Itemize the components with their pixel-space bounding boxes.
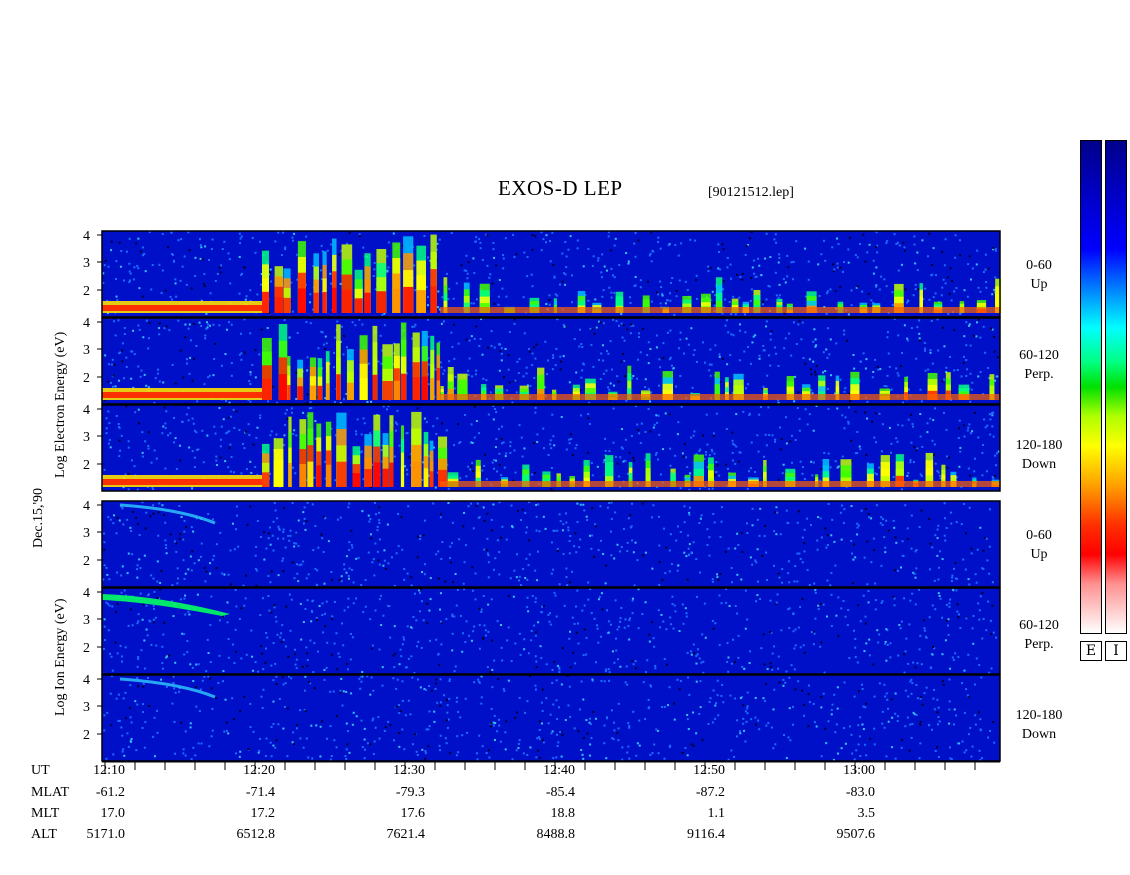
y-tick-label: 4 [83,229,90,244]
orbit-value-ut: 12:40 [543,763,575,778]
orbit-row-label: MLAT [31,785,70,800]
orbit-row-label: UT [31,763,50,778]
y-tick-label: 3 [83,613,90,628]
y-tick-label: 3 [83,700,90,715]
panel-electron-1 [101,317,1001,405]
orbit-value-mlat: -71.4 [245,785,275,800]
orbit-value-ut: 12:30 [393,763,425,778]
y-tick-label: 2 [83,284,90,299]
ion-colorbar-label: I [1105,641,1127,661]
orbit-value-mlt: 3.5 [857,806,876,821]
y-tick-label: 4 [83,403,90,418]
orbit-value-mlat: -83.0 [845,785,875,800]
y-tick-label: 3 [83,256,90,271]
y-tick-label: 2 [83,641,90,656]
orbit-value-alt: 9507.6 [836,827,876,842]
panel-label-i-up: 0-60 Up [1026,528,1052,562]
y-tick-label: 2 [83,371,90,386]
y-tick-label: 4 [83,673,90,688]
ion-y-label: Log Ion Energy (eV) [53,598,68,716]
y-tick-label: 4 [83,316,90,331]
panel-label-i-perp: 60-120 Perp. [1019,618,1059,652]
orbit-value-ut: 12:20 [243,763,275,778]
orbit-value-mlat: -79.3 [395,785,425,800]
y-tick-label: 3 [83,430,90,445]
panel-background [102,588,1000,674]
panel-label-e-down: 120-180 Down [1015,438,1063,472]
orbit-value-mlt: 17.0 [100,806,126,821]
orbit-value-mlt: 1.1 [707,806,726,821]
orbit-value-mlat: -61.2 [95,785,125,800]
orbit-value-alt: 9116.4 [687,827,725,842]
panel-label-e-up: 0-60 Up [1026,258,1052,292]
electron-y-label: Log Electron Energy (eV) [53,331,68,478]
orbit-value-alt: 7621.4 [386,827,426,842]
y-tick-label: 4 [83,586,90,601]
panel-ion-5 [101,674,1001,762]
y-tick-label: 2 [83,554,90,569]
orbit-value-mlt: 17.6 [400,806,426,821]
orbit-value-ut: 13:00 [843,763,875,778]
file-name: [90121512.lep] [708,185,794,200]
panel-ion-4 [101,587,1001,675]
orbit-value-mlt: 17.2 [250,806,276,821]
electron-colorbar-label: E [1080,641,1102,661]
orbit-value-ut: 12:10 [93,763,125,778]
orbit-value-alt: 6512.8 [236,827,276,842]
orbit-value-alt: 8488.8 [536,827,576,842]
orbit-row-label: ALT [31,827,57,842]
panel-label-e-perp: 60-120 Perp. [1019,348,1059,382]
panel-electron-0 [101,230,1002,318]
orbit-value-ut: 12:50 [693,763,725,778]
y-tick-label: 2 [83,728,90,743]
orbit-row-label: MLT [31,806,60,821]
y-tick-label: 2 [83,458,90,473]
panel-background [102,675,1000,761]
orbit-value-mlat: -87.2 [695,785,725,800]
chart-title: EXOS-D LEP [498,176,623,200]
y-tick-label: 3 [83,526,90,541]
orbit-value-mlt: 18.8 [550,806,576,821]
orbit-value-mlat: -85.4 [545,785,575,800]
electron-colorbar [1080,140,1102,634]
panel-electron-2 [101,404,1001,492]
ion-colorbar [1105,140,1127,634]
date-label: Dec.15,'90 [31,487,46,548]
y-tick-label: 3 [83,343,90,358]
panel-ion-3 [101,500,1001,588]
orbit-value-alt: 5171.0 [86,827,126,842]
panel-label-i-down: 120-180 Down [1015,708,1063,742]
y-tick-label: 4 [83,499,90,514]
